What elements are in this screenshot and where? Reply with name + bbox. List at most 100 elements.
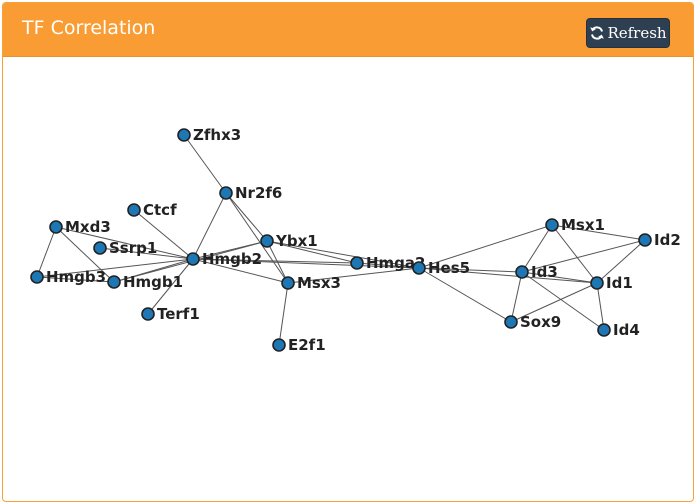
node-zfhx3[interactable]: Zfhx3 [177,126,241,144]
node-label: Id3 [531,263,558,281]
node-circle[interactable] [515,265,529,279]
node-sox9[interactable]: Sox9 [504,313,561,331]
node-circle[interactable] [127,203,141,217]
node-label: Sox9 [520,313,561,331]
node-label: Msx1 [561,216,605,234]
node-hmgb1[interactable]: Hmgb1 [107,273,183,291]
node-hmgb2[interactable]: Hmgb2 [186,250,262,268]
edge-msx3-hes5 [287,267,420,284]
edge-id1-id4 [596,282,605,331]
node-label: Id1 [606,274,633,292]
node-circle[interactable] [219,186,233,200]
edge-id1-sox9 [510,282,598,323]
node-circle[interactable] [638,233,652,247]
node-circle[interactable] [272,338,286,352]
edge-nr2f6-msx3 [225,192,289,284]
node-label: Terf1 [157,305,200,323]
node-label: Hes5 [428,259,470,277]
node-label: Hmgb3 [46,268,106,286]
edge-id2-id3 [521,239,646,273]
edge-ybx1-hes5 [266,240,420,269]
edge-nr2f6-ybx1 [225,192,268,242]
edge-ctcf-hmgb2 [133,209,194,260]
node-id4[interactable]: Id4 [597,321,640,339]
edge-zfhx3-nr2f6 [183,134,227,194]
node-terf1[interactable]: Terf1 [141,305,200,323]
node-circle[interactable] [281,276,295,290]
refresh-button[interactable]: Refresh [586,18,670,48]
node-id1[interactable]: Id1 [590,274,633,292]
node-label: Hmgb1 [123,273,183,291]
node-mxd3[interactable]: Mxd3 [49,218,111,236]
node-label: Id4 [613,321,640,339]
node-circle[interactable] [545,218,559,232]
panel-header: TF Correlation Refresh [3,3,693,57]
edge-msx1-id1 [551,224,598,284]
node-circle[interactable] [141,307,155,321]
edge-hes5-id1 [418,267,598,284]
node-circle[interactable] [93,241,107,255]
node-circle[interactable] [177,128,191,142]
edge-hmgb3-hmgb2 [36,258,194,278]
node-ybx1[interactable]: Ybx1 [260,232,318,250]
edge-id3-id1 [521,271,598,284]
edge-msx1-id3 [521,224,553,273]
node-e2f1[interactable]: E2f1 [272,336,326,354]
edge-id3-sox9 [510,271,523,323]
node-id3[interactable]: Id3 [515,263,558,281]
node-msx3[interactable]: Msx3 [281,274,341,292]
node-label: E2f1 [288,336,326,354]
edge-layer [36,134,646,346]
edge-mxd3-hmgb3 [36,226,57,278]
node-hmga2[interactable]: Hmga2 [350,254,425,272]
node-circle[interactable] [504,315,518,329]
node-label: Ctcf [143,201,177,219]
refresh-icon [589,25,605,41]
node-label: Hmga2 [366,254,425,272]
node-circle[interactable] [597,323,611,337]
refresh-label: Refresh [607,24,667,42]
node-label: Mxd3 [65,218,111,236]
node-label: Nr2f6 [235,184,282,202]
node-circle[interactable] [260,234,274,248]
panel-title: TF Correlation [22,17,156,39]
node-label: Zfhx3 [193,126,241,144]
node-hes5[interactable]: Hes5 [412,259,470,277]
node-label: Ssrp1 [109,239,157,257]
edge-hes5-msx1 [418,224,553,269]
node-id2[interactable]: Id2 [638,231,681,249]
edge-hes5-id3 [418,267,523,273]
node-layer: Zfhx3 Nr2f6 Ctcf Mxd3 Ssrp1 Ybx1 Hmgb2 Hmgb3 Hmg… [30,126,681,354]
edge-ssrp1-hmgb2 [99,247,194,260]
edge-ybx1-hmga2 [266,240,358,264]
edge-ybx1-msx3 [266,240,289,284]
edge-msx1-id2 [551,224,646,241]
node-circle[interactable] [49,220,63,234]
edge-hmgb3-hmgb1 [36,276,115,283]
node-label: Id2 [654,231,681,249]
node-circle[interactable] [412,261,426,275]
node-circle[interactable] [30,270,44,284]
edge-mxd3-hmgb1 [55,226,115,283]
node-label: Ybx1 [275,232,318,250]
node-ctcf[interactable]: Ctcf [127,201,177,219]
edge-hmga2-hes5 [356,262,420,269]
node-ssrp1[interactable]: Ssrp1 [93,239,157,257]
edge-hes5-sox9 [418,267,512,323]
node-hmgb3[interactable]: Hmgb3 [30,268,106,286]
edge-id3-id4 [521,271,605,331]
node-circle[interactable] [590,276,604,290]
edge-msx3-e2f1 [278,282,289,346]
node-nr2f6[interactable]: Nr2f6 [219,184,282,202]
edge-terf1-hmgb2 [147,258,194,315]
edge-hmgb2-hes5 [192,258,420,269]
node-circle[interactable] [107,275,121,289]
edge-nr2f6-hmgb2 [192,192,227,260]
node-circle[interactable] [350,256,364,270]
node-circle[interactable] [186,252,200,266]
node-msx1[interactable]: Msx1 [545,216,605,234]
edge-id2-id1 [596,239,646,284]
node-label: Hmgb2 [202,250,262,268]
